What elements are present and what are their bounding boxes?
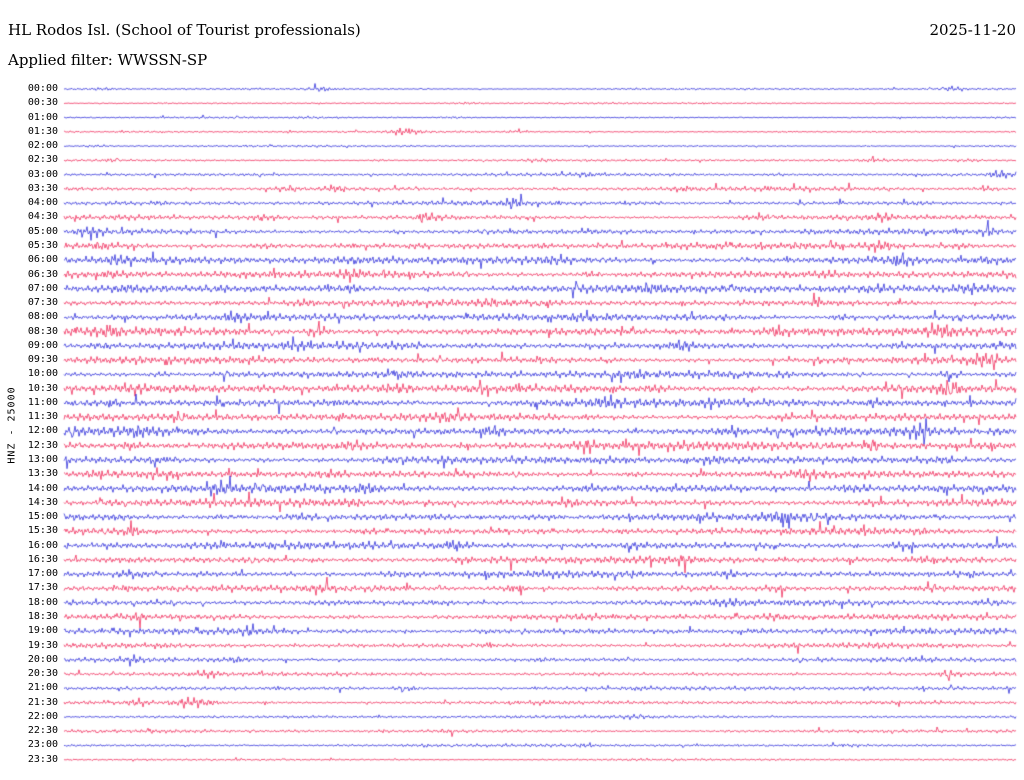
helicorder-page: HL Rodos Isl. (School of Tourist profess…	[0, 0, 1024, 780]
seismogram-canvas	[0, 0, 1024, 780]
